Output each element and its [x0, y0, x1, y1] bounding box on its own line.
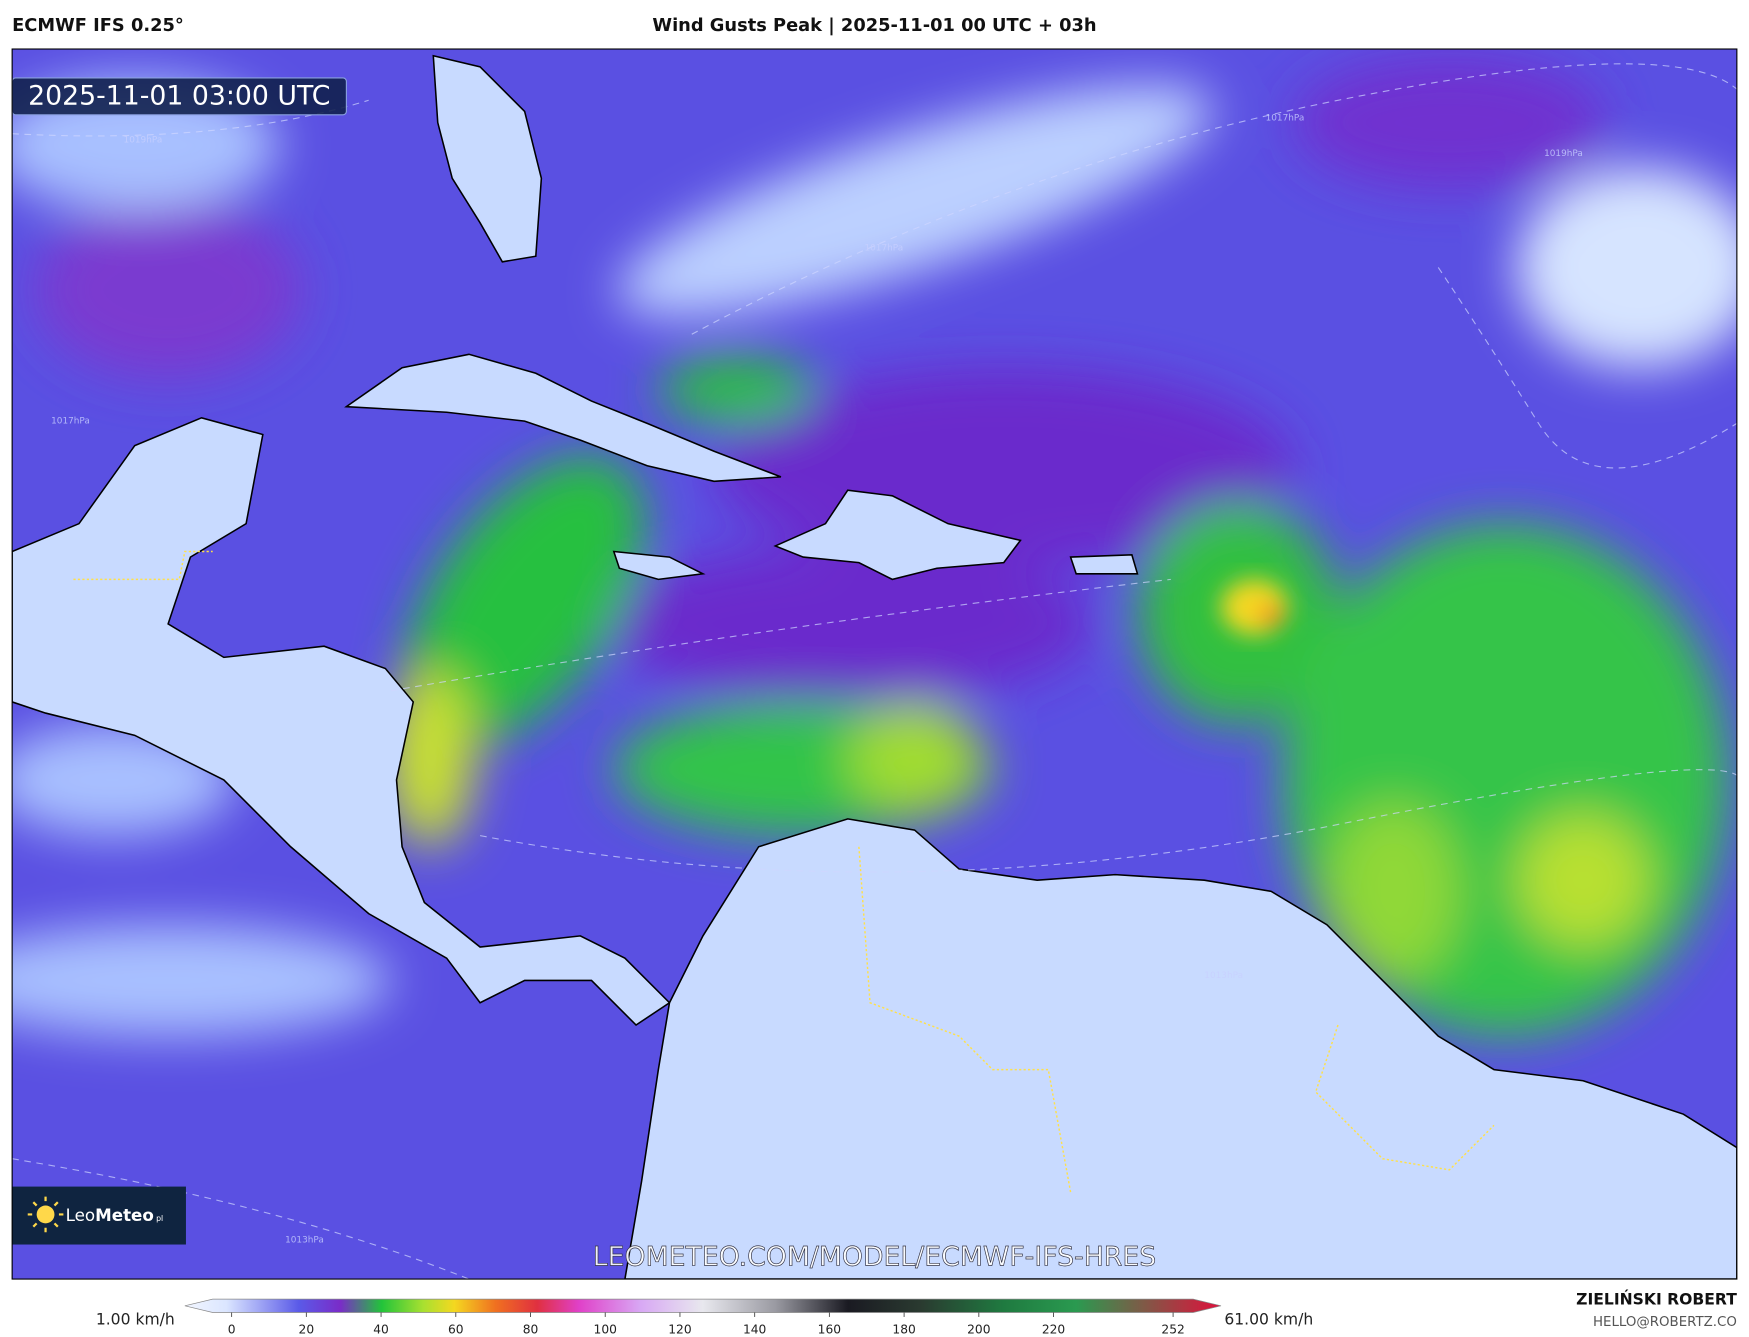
- colorbar: [184, 1298, 1222, 1313]
- borders: [73, 550, 1495, 1193]
- colorbar-tick-label: 60: [448, 1323, 464, 1337]
- colorbar-tick-label: 20: [299, 1323, 315, 1337]
- author: ZIELIŃSKI ROBERT: [1576, 1290, 1737, 1309]
- email: HELLO@ROBERTZ.CO: [1593, 1315, 1737, 1330]
- colorbar-tick-label: 120: [668, 1323, 691, 1337]
- colorbar-tick-label: 0: [228, 1323, 236, 1337]
- isobar-label: 1019hPa: [1544, 149, 1583, 159]
- model-label: ECMWF IFS 0.25°: [12, 15, 184, 36]
- isobar-label: 1017hPa: [51, 416, 90, 426]
- legend: 1.00 km/h 61.00 km/h 0 20 40 60 80 100 120 140 1…: [96, 1298, 1313, 1337]
- colorbar-tick-label: 180: [892, 1323, 915, 1337]
- logo-sun: [36, 1205, 55, 1224]
- land: [12, 54, 1737, 1280]
- colorbar-tick-label: 160: [818, 1323, 841, 1337]
- watermark: LEOMETEO.COM/MODEL/ECMWF-IFS-HRES: [593, 1242, 1156, 1273]
- colorbar-tick-label: 40: [373, 1323, 389, 1337]
- legend-min: 1.00 km/h: [96, 1311, 175, 1329]
- map-title: Wind Gusts Peak | 2025-11-01 00 UTC + 03…: [652, 15, 1096, 36]
- isobar-label: 1017hPa: [864, 244, 903, 254]
- isobar-label: 1013hPa: [1204, 971, 1243, 981]
- isobar-label: 1017hPa: [1266, 113, 1305, 123]
- logo-bold: Meteo: [95, 1205, 154, 1225]
- timestamp-box: [12, 77, 347, 116]
- colorbar-tick-label: 252: [1161, 1323, 1184, 1337]
- colorbar-tick-label: 200: [967, 1323, 990, 1337]
- wind-field: [12, 55, 1737, 1037]
- colorbar-tick-label: 100: [594, 1323, 617, 1337]
- map: 1019hPa 1017hPa 1019hPa 1017hPa 1017hPa …: [12, 49, 1737, 1280]
- colorbar-tick-label: 140: [743, 1323, 766, 1337]
- map-frame: [11, 48, 1738, 1280]
- logo-text: LeoMeteo pl: [66, 1205, 164, 1225]
- colorbar-tick-label: 80: [523, 1323, 539, 1337]
- isobar-label: 1013hPa: [285, 1235, 324, 1245]
- logo-suffix: pl: [156, 1214, 163, 1223]
- legend-max: 61.00 km/h: [1224, 1311, 1313, 1329]
- isobar-label: 1019hPa: [124, 136, 163, 146]
- colorbar-tick-label: 220: [1042, 1323, 1065, 1337]
- logo-light: Leo: [66, 1205, 96, 1225]
- timestamp: 2025-11-01 03:00 UTC: [28, 81, 330, 112]
- isobars: [12, 63, 1737, 1280]
- logo-rays: [27, 1196, 64, 1233]
